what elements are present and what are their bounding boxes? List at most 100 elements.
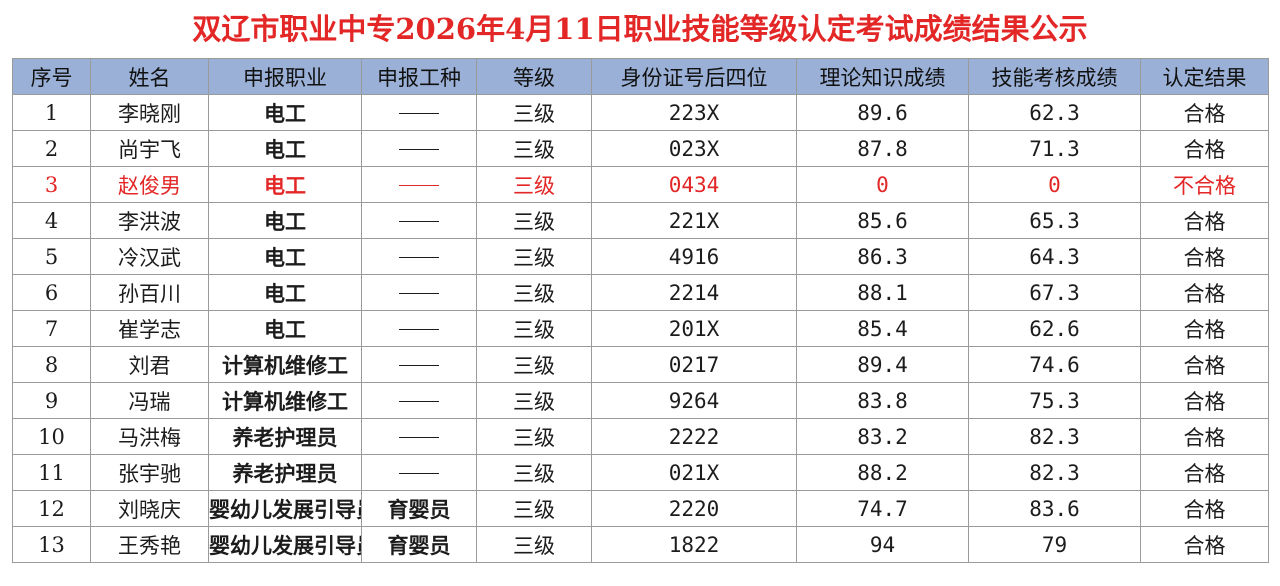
cell-seq[interactable]: 4 [12, 202, 91, 239]
cell-type[interactable]: —— [361, 418, 477, 455]
cell-level[interactable]: 三级 [476, 454, 592, 491]
cell-id-last4[interactable]: 023X [591, 130, 797, 167]
cell-skill-score[interactable]: 62.6 [968, 310, 1141, 347]
cell-level[interactable]: 三级 [476, 490, 592, 527]
cell-level[interactable]: 三级 [476, 130, 592, 167]
cell-theory-score[interactable]: 88.2 [796, 454, 969, 491]
column-header-job[interactable]: 申报职业 [208, 58, 362, 95]
cell-level[interactable]: 三级 [476, 526, 592, 563]
cell-name[interactable]: 刘君 [90, 346, 209, 383]
cell-seq[interactable]: 10 [12, 418, 91, 455]
cell-theory-score[interactable]: 85.6 [796, 202, 969, 239]
cell-seq[interactable]: 2 [12, 130, 91, 167]
cell-seq[interactable]: 11 [12, 454, 91, 491]
column-header-theory[interactable]: 理论知识成绩 [796, 58, 969, 95]
cell-skill-score[interactable]: 83.6 [968, 490, 1141, 527]
cell-id-last4[interactable]: 2220 [591, 490, 797, 527]
cell-result[interactable]: 合格 [1140, 310, 1269, 347]
column-header-skill[interactable]: 技能考核成绩 [968, 58, 1141, 95]
cell-type[interactable]: —— [361, 382, 477, 419]
column-header-type[interactable]: 申报工种 [361, 58, 477, 95]
cell-id-last4[interactable]: 0434 [591, 166, 797, 203]
column-header-seq[interactable]: 序号 [12, 58, 91, 95]
cell-skill-score[interactable]: 82.3 [968, 454, 1141, 491]
cell-result[interactable]: 合格 [1140, 526, 1269, 563]
cell-job[interactable]: 养老护理员 [208, 418, 362, 455]
cell-id-last4[interactable]: 1822 [591, 526, 797, 563]
cell-job[interactable]: 电工 [208, 238, 362, 275]
cell-result[interactable]: 合格 [1140, 346, 1269, 383]
cell-theory-score[interactable]: 85.4 [796, 310, 969, 347]
cell-job[interactable]: 电工 [208, 274, 362, 311]
cell-seq[interactable]: 7 [12, 310, 91, 347]
cell-type[interactable]: —— [361, 274, 477, 311]
cell-result[interactable]: 合格 [1140, 94, 1269, 131]
cell-type[interactable]: —— [361, 310, 477, 347]
cell-result[interactable]: 合格 [1140, 490, 1269, 527]
cell-name[interactable]: 崔学志 [90, 310, 209, 347]
cell-seq[interactable]: 3 [12, 166, 91, 203]
cell-level[interactable]: 三级 [476, 274, 592, 311]
cell-skill-score[interactable]: 71.3 [968, 130, 1141, 167]
cell-level[interactable]: 三级 [476, 202, 592, 239]
cell-job[interactable]: 养老护理员 [208, 454, 362, 491]
cell-result[interactable]: 合格 [1140, 130, 1269, 167]
cell-skill-score[interactable]: 0 [968, 166, 1141, 203]
cell-type[interactable]: —— [361, 166, 477, 203]
cell-id-last4[interactable]: 221X [591, 202, 797, 239]
cell-skill-score[interactable]: 79 [968, 526, 1141, 563]
cell-theory-score[interactable]: 0 [796, 166, 969, 203]
cell-skill-score[interactable]: 75.3 [968, 382, 1141, 419]
cell-result[interactable]: 合格 [1140, 274, 1269, 311]
cell-seq[interactable]: 13 [12, 526, 91, 563]
cell-job[interactable]: 电工 [208, 202, 362, 239]
cell-type[interactable]: 育婴员 [361, 526, 477, 563]
cell-id-last4[interactable]: 201X [591, 310, 797, 347]
cell-name[interactable]: 李洪波 [90, 202, 209, 239]
cell-seq[interactable]: 1 [12, 94, 91, 131]
cell-job[interactable]: 电工 [208, 94, 362, 131]
cell-theory-score[interactable]: 83.8 [796, 382, 969, 419]
cell-skill-score[interactable]: 74.6 [968, 346, 1141, 383]
cell-theory-score[interactable]: 74.7 [796, 490, 969, 527]
cell-result[interactable]: 合格 [1140, 454, 1269, 491]
cell-seq[interactable]: 6 [12, 274, 91, 311]
cell-theory-score[interactable]: 86.3 [796, 238, 969, 275]
cell-name[interactable]: 尚宇飞 [90, 130, 209, 167]
cell-name[interactable]: 马洪梅 [90, 418, 209, 455]
cell-job[interactable]: 电工 [208, 166, 362, 203]
cell-skill-score[interactable]: 62.3 [968, 94, 1141, 131]
cell-seq[interactable]: 8 [12, 346, 91, 383]
column-header-name[interactable]: 姓名 [90, 58, 209, 95]
cell-id-last4[interactable]: 2214 [591, 274, 797, 311]
cell-skill-score[interactable]: 65.3 [968, 202, 1141, 239]
cell-name[interactable]: 刘晓庆 [90, 490, 209, 527]
cell-result[interactable]: 合格 [1140, 202, 1269, 239]
cell-level[interactable]: 三级 [476, 418, 592, 455]
column-header-id[interactable]: 身份证号后四位 [591, 58, 797, 95]
cell-job[interactable]: 电工 [208, 130, 362, 167]
cell-job[interactable]: 计算机维修工 [208, 382, 362, 419]
cell-name[interactable]: 冷汉武 [90, 238, 209, 275]
cell-type[interactable]: —— [361, 238, 477, 275]
cell-type[interactable]: —— [361, 454, 477, 491]
cell-result[interactable]: 不合格 [1140, 166, 1269, 203]
cell-result[interactable]: 合格 [1140, 418, 1269, 455]
cell-type[interactable]: 育婴员 [361, 490, 477, 527]
cell-name[interactable]: 李晓刚 [90, 94, 209, 131]
cell-theory-score[interactable]: 87.8 [796, 130, 969, 167]
cell-skill-score[interactable]: 64.3 [968, 238, 1141, 275]
cell-job[interactable]: 婴幼儿发展引导员 [208, 490, 362, 527]
cell-level[interactable]: 三级 [476, 310, 592, 347]
cell-type[interactable]: —— [361, 94, 477, 131]
cell-result[interactable]: 合格 [1140, 382, 1269, 419]
cell-name[interactable]: 冯瑞 [90, 382, 209, 419]
cell-theory-score[interactable]: 89.4 [796, 346, 969, 383]
cell-name[interactable]: 王秀艳 [90, 526, 209, 563]
cell-name[interactable]: 孙百川 [90, 274, 209, 311]
cell-name[interactable]: 张宇驰 [90, 454, 209, 491]
cell-id-last4[interactable]: 9264 [591, 382, 797, 419]
cell-level[interactable]: 三级 [476, 346, 592, 383]
cell-type[interactable]: —— [361, 346, 477, 383]
cell-skill-score[interactable]: 82.3 [968, 418, 1141, 455]
